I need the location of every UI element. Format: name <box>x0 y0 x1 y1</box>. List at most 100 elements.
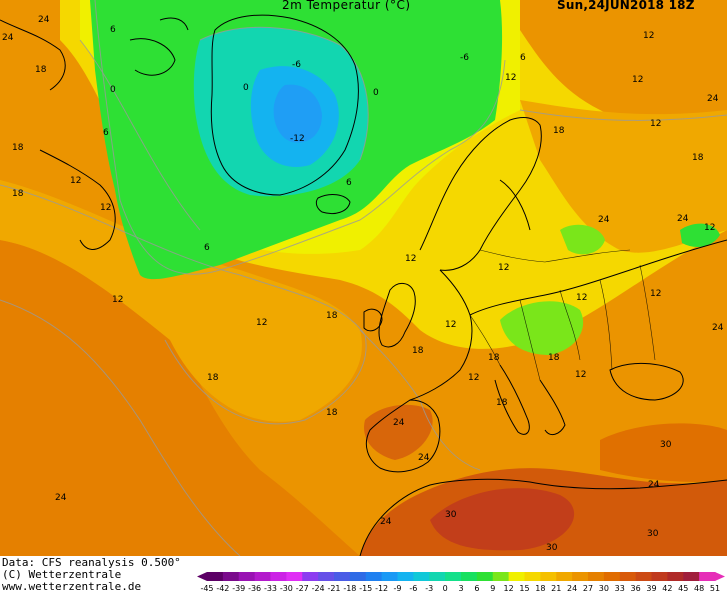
contour-label: 12 <box>100 203 111 213</box>
green-patch-east <box>560 224 605 255</box>
contour-label: 24 <box>38 15 50 25</box>
colorbar-tick-label: 3 <box>458 584 463 593</box>
colorbar-tick-label: -33 <box>264 584 277 593</box>
contour-label: 18 <box>207 373 219 383</box>
contour-label: 24 <box>393 418 405 428</box>
colorbar-tick-label: 15 <box>519 584 529 593</box>
contour-label: 18 <box>488 353 500 363</box>
mid-atlantic <box>0 180 362 422</box>
contour-label: 6 <box>346 178 352 188</box>
colorbar-swatches <box>197 572 725 581</box>
colorbar-swatch <box>270 572 287 581</box>
contour-label: 24 <box>2 33 14 43</box>
contour-labels: 24 24 18 0 -6 -12 6 0 6 6 18 18 6 12 12 … <box>2 15 724 553</box>
colorbar-tick-label: 6 <box>474 584 479 593</box>
contour-label: 24 <box>55 493 67 503</box>
colorbar-swatch <box>334 572 351 581</box>
colorbar-tick-label: -30 <box>280 584 293 593</box>
contour-label: 12 <box>505 73 516 83</box>
colorbar-swatch <box>540 572 557 581</box>
contour-label: 18 <box>553 126 565 136</box>
colorbar-swatch <box>318 572 335 581</box>
colorbar-swatch <box>492 572 510 581</box>
east-hot <box>600 423 727 482</box>
colorbar-tick-label: -39 <box>232 584 245 593</box>
colorbar-tick-label: -21 <box>327 584 340 593</box>
colorbar-tick-label: -6 <box>409 584 417 593</box>
colorbar-swatch <box>524 572 541 581</box>
colorbar-tick-label: -42 <box>216 584 229 593</box>
colorbar-tick-label: 27 <box>583 584 593 593</box>
contour-label: 18 <box>548 353 560 363</box>
data-source: Data: CFS reanalysis 0.500° <box>2 556 181 569</box>
contour-label: 12 <box>445 320 456 330</box>
colorbar-swatch <box>365 572 383 581</box>
contour-label: 12 <box>576 293 587 303</box>
temperature-map: 24 24 18 0 -6 -12 6 0 6 6 18 18 6 12 12 … <box>0 0 727 556</box>
colorbar-tick-label: 18 <box>535 584 545 593</box>
colorbar-swatch <box>683 572 700 581</box>
contour-label: 24 <box>648 480 660 490</box>
colorbar-swatch <box>476 572 494 581</box>
contour-label: 12 <box>575 370 586 380</box>
colorbar-swatch <box>413 572 430 581</box>
colorbar-tick-label: 24 <box>567 584 577 593</box>
contour-label: 18 <box>326 408 338 418</box>
contour-label: 12 <box>468 373 479 383</box>
green-patch-balkans <box>500 301 584 355</box>
contour-label: 24 <box>712 323 724 333</box>
contour-label: 6 <box>103 128 109 138</box>
colorbar-swatch <box>381 572 398 581</box>
contour-label: 24 <box>677 214 689 224</box>
contour-label: 12 <box>632 75 643 85</box>
contour-label: 18 <box>496 398 508 408</box>
contour-label: 18 <box>326 311 338 321</box>
sw-ocean-zone <box>0 240 360 556</box>
colorbar-swatch <box>699 572 716 581</box>
contour-label: 6 <box>204 243 210 253</box>
contour-label: 24 <box>707 94 719 104</box>
website-link[interactable]: www.wetterzentrale.de <box>2 580 142 593</box>
contour-label: 12 <box>70 176 81 186</box>
colorbar-swatch <box>222 572 240 581</box>
colorbar-tick-label: 36 <box>631 584 641 593</box>
contour-lines <box>0 0 727 556</box>
colorbar-tick-label: 39 <box>646 584 656 593</box>
iberia-hot <box>364 404 433 460</box>
colorbar-tick-label: 33 <box>615 584 625 593</box>
contour-label: 12 <box>256 318 267 328</box>
contour-label: 6 <box>520 53 526 63</box>
colorbar-tick-label: -18 <box>343 584 356 593</box>
valid-time: Sun,24JUN2018 18Z <box>557 0 695 12</box>
colorbar-swatch <box>445 572 462 581</box>
colorbar-swatch <box>461 572 478 581</box>
contour-label: 0 <box>243 83 249 93</box>
color-scale-legend: -45 -42 -39 -36 -33 -30 -27 -24 -21 -18 -15 -12 -9 -6… <box>197 572 725 593</box>
contour-label: 12 <box>650 289 661 299</box>
contour-label: 12 <box>112 295 123 305</box>
colorbar-swatch <box>619 572 637 581</box>
colorbar-tick-label: -3 <box>425 584 433 593</box>
colorbar-swatch <box>207 572 224 581</box>
contour-label: 18 <box>412 346 424 356</box>
colorbar-tick-label: 0 <box>443 584 448 593</box>
colorbar-arrow-high <box>715 572 725 581</box>
contour-label: 18 <box>35 65 47 75</box>
contour-label: 12 <box>405 254 416 264</box>
contour-label: 12 <box>650 119 661 129</box>
contour-label: 6 <box>110 25 116 35</box>
colorbar-swatch <box>556 572 573 581</box>
colorbar-swatch <box>286 572 303 581</box>
colorbar-swatch <box>349 572 367 581</box>
colorbar-tick-label: -9 <box>394 584 402 593</box>
colorbar-tick-label: 45 <box>678 584 688 593</box>
contour-label: 18 <box>692 153 704 163</box>
colorbar-swatch <box>508 572 525 581</box>
contour-label: 24 <box>418 453 430 463</box>
colorbar-tick-label: -27 <box>296 584 309 593</box>
contour-label: 0 <box>373 88 379 98</box>
colorbar-tick-label: 12 <box>504 584 514 593</box>
contour-label: -6 <box>292 60 301 70</box>
colorbar-swatch <box>238 572 256 581</box>
colorbar-swatch <box>254 572 271 581</box>
